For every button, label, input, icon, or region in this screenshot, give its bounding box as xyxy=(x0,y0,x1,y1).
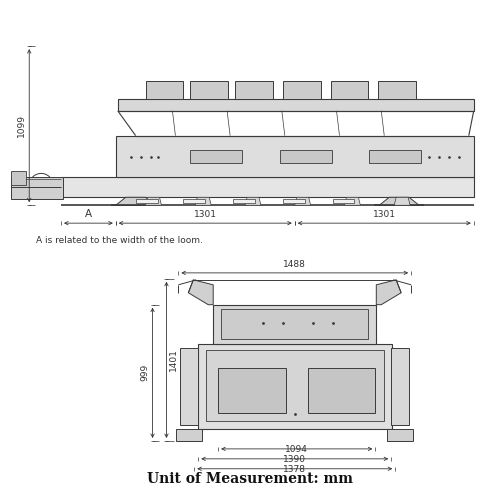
Bar xyxy=(235,81,273,99)
Text: A is related to the width of the loom.: A is related to the width of the loom. xyxy=(36,236,203,244)
Text: 1094: 1094 xyxy=(286,445,308,454)
Bar xyxy=(221,308,368,338)
Bar xyxy=(198,344,392,429)
Bar xyxy=(136,200,158,203)
Text: A: A xyxy=(85,209,92,219)
Bar xyxy=(61,178,474,198)
Bar xyxy=(332,200,354,203)
Bar xyxy=(387,429,413,441)
Circle shape xyxy=(35,180,47,192)
Text: 1488: 1488 xyxy=(284,260,306,269)
Bar xyxy=(118,99,474,111)
Bar xyxy=(146,81,184,99)
Polygon shape xyxy=(116,198,156,205)
Text: Unit of Measurement: mm: Unit of Measurement: mm xyxy=(147,472,353,486)
Bar xyxy=(280,150,332,164)
Bar xyxy=(283,200,304,203)
Bar xyxy=(370,150,421,164)
Bar xyxy=(190,81,228,99)
Bar xyxy=(283,81,321,99)
Text: 1099: 1099 xyxy=(17,114,26,137)
Bar xyxy=(213,304,376,344)
Bar xyxy=(330,81,368,99)
Bar xyxy=(180,348,198,425)
Polygon shape xyxy=(196,198,211,205)
Text: 1401: 1401 xyxy=(168,348,177,372)
Text: 999: 999 xyxy=(140,364,149,382)
Bar xyxy=(116,136,474,177)
Bar xyxy=(184,200,206,203)
Polygon shape xyxy=(146,198,162,205)
Bar xyxy=(12,178,63,200)
Bar xyxy=(12,172,26,185)
Polygon shape xyxy=(344,198,360,205)
Bar xyxy=(233,200,255,203)
Polygon shape xyxy=(245,198,261,205)
Polygon shape xyxy=(295,198,310,205)
Circle shape xyxy=(229,318,237,326)
Bar xyxy=(391,348,409,425)
Text: 1301: 1301 xyxy=(194,210,217,219)
Polygon shape xyxy=(394,198,410,205)
Polygon shape xyxy=(188,280,213,304)
Text: 1378: 1378 xyxy=(284,465,306,474)
Bar xyxy=(206,350,384,421)
Bar xyxy=(308,368,376,413)
Polygon shape xyxy=(376,280,401,304)
Polygon shape xyxy=(380,198,419,205)
Bar xyxy=(190,150,242,164)
Bar xyxy=(218,368,286,413)
Bar xyxy=(378,81,416,99)
Text: 1301: 1301 xyxy=(373,210,396,219)
Text: 1390: 1390 xyxy=(284,455,306,464)
Bar xyxy=(176,429,203,441)
